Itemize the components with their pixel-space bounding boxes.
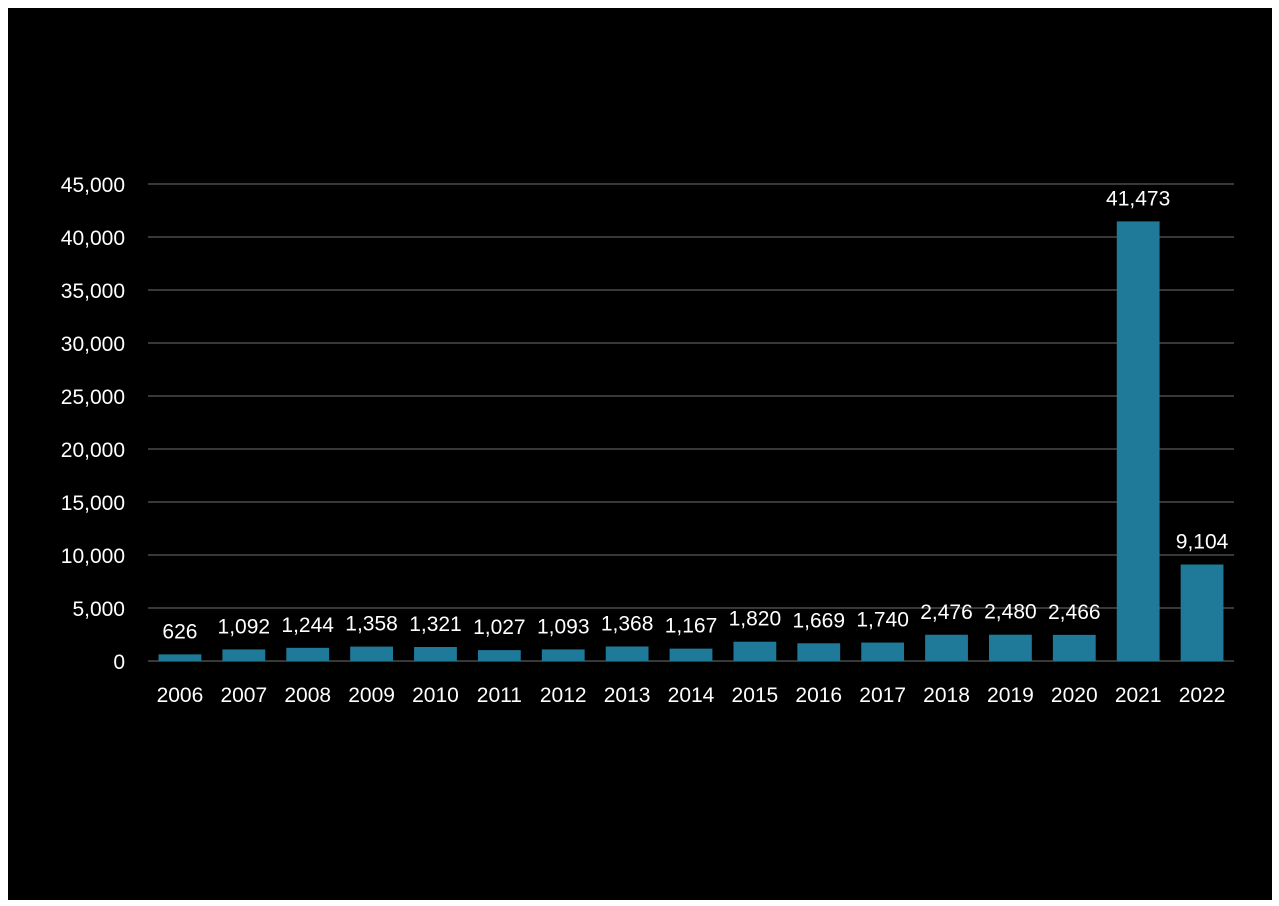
x-tick-label: 2021: [1115, 684, 1162, 707]
bar: [158, 654, 202, 661]
data-label: 2,480: [984, 601, 1037, 624]
x-axis-category-labels: 2006 2007 2008 2009 2010 2011 2012 2013 2014 2015…: [157, 684, 1226, 707]
x-tick-label: 2009: [348, 684, 395, 707]
y-tick-label: 35,000: [61, 280, 125, 303]
x-tick-label: 2022: [1179, 684, 1226, 707]
data-label: 1,092: [218, 615, 271, 638]
bar: [1116, 221, 1160, 661]
bar: [989, 634, 1032, 661]
x-tick-label: 2018: [923, 684, 970, 707]
x-tick-label: 2020: [1051, 684, 1098, 707]
bar: [605, 646, 649, 661]
y-tick-label: 40,000: [61, 227, 125, 250]
y-tick-label: 0: [113, 651, 125, 674]
data-label: 1,740: [856, 609, 909, 632]
data-label: 1,368: [601, 612, 654, 635]
x-tick-label: 2015: [732, 684, 779, 707]
bar: [414, 646, 457, 661]
y-tick-label: 25,000: [61, 386, 125, 409]
bar: [797, 643, 841, 661]
y-tick-label: 45,000: [61, 174, 125, 197]
y-tick-label: 20,000: [61, 439, 125, 462]
x-tick-label: 2016: [795, 684, 842, 707]
data-label: 1,358: [345, 613, 398, 636]
data-label: 41,473: [1106, 187, 1170, 210]
bar: [222, 649, 266, 661]
bar: [1180, 564, 1224, 661]
bar: [925, 634, 968, 661]
x-tick-label: 2007: [220, 684, 267, 707]
data-label: 2,476: [920, 601, 973, 624]
data-label: 1,820: [729, 608, 782, 631]
x-tick-label: 2011: [477, 684, 522, 707]
bar: [861, 642, 905, 661]
bar: [350, 646, 393, 661]
x-tick-label: 2008: [284, 684, 331, 707]
data-label: 1,093: [537, 615, 590, 638]
y-tick-label: 10,000: [61, 545, 125, 568]
bar: [669, 648, 713, 661]
data-label: 1,167: [665, 615, 718, 638]
x-tick-label: 2010: [412, 684, 459, 707]
data-label: 1,321: [409, 613, 462, 636]
data-label: 1,244: [281, 614, 334, 637]
y-tick-label: 15,000: [61, 492, 125, 515]
bar: [477, 650, 521, 661]
x-tick-label: 2012: [540, 684, 587, 707]
y-axis-tick-labels: 0 5,000 10,000 15,000 20,000 25,000 30,000 35,0…: [61, 174, 125, 674]
data-labels: 626 1,092 1,244 1,358 1,321 1,027 1,093 1,368 1,…: [162, 187, 1228, 643]
data-label: 9,104: [1176, 530, 1229, 553]
gridlines: [148, 183, 1234, 662]
data-label: 1,669: [792, 609, 845, 632]
bar: [1052, 634, 1096, 661]
bar: [286, 647, 330, 661]
y-tick-label: 5,000: [72, 598, 125, 621]
bar-chart: 0 5,000 10,000 15,000 20,000 25,000 30,000 35,0…: [61, 174, 1234, 707]
chart-frame: 0 5,000 10,000 15,000 20,000 25,000 30,000 35,0…: [8, 8, 1272, 900]
data-label: 1,027: [473, 616, 526, 639]
bar: [541, 649, 585, 661]
x-tick-label: 2006: [157, 684, 204, 707]
x-tick-label: 2017: [859, 684, 906, 707]
x-tick-label: 2013: [604, 684, 651, 707]
x-tick-label: 2019: [987, 684, 1034, 707]
bars: [158, 221, 1224, 661]
x-tick-label: 2014: [668, 684, 715, 707]
bar: [733, 641, 777, 661]
data-label: 2,466: [1048, 601, 1101, 624]
data-label: 626: [162, 620, 197, 643]
y-tick-label: 30,000: [61, 333, 125, 356]
